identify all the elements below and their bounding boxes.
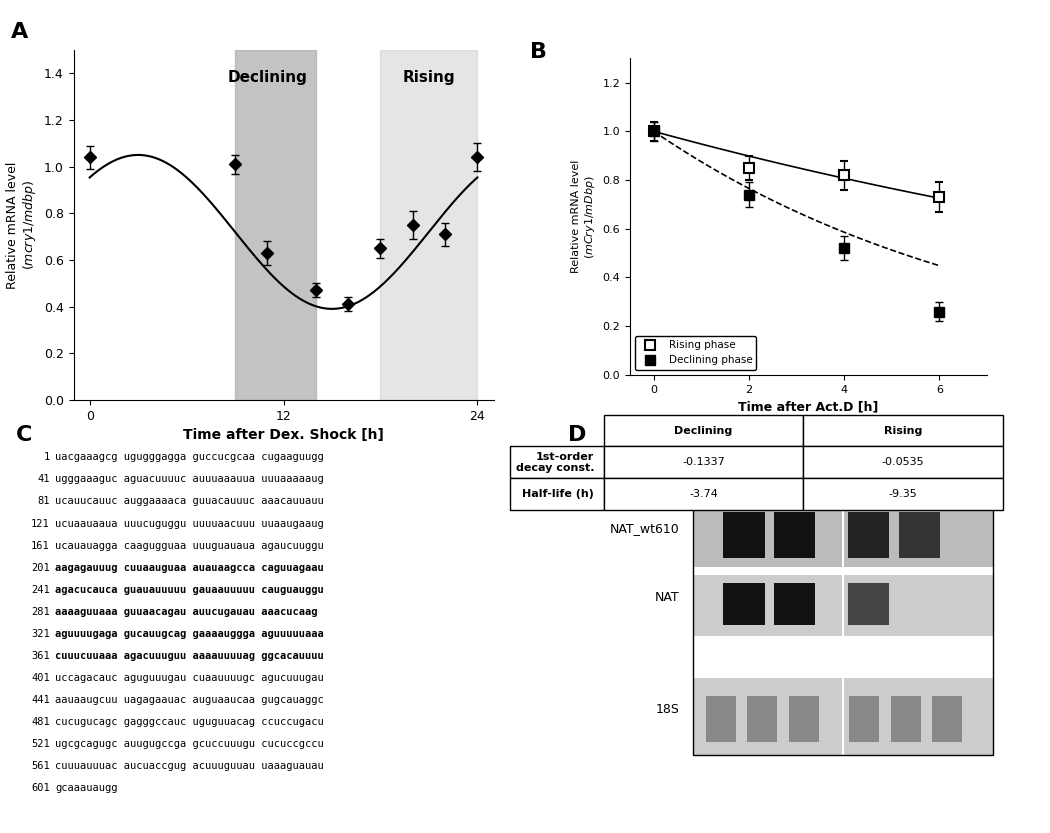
X-axis label: Time after Dex. Shock [h]: Time after Dex. Shock [h]: [183, 428, 384, 442]
Text: 321: 321: [32, 629, 50, 639]
Text: aagagauuug cuuaauguaa auauaagcca caguuagaau: aagagauuug cuuaauguaa auauaagcca caguuag…: [55, 562, 323, 572]
Text: cuuucuuaaa agacuuuguu aaaauuuuag ggcacauuuu: cuuucuuaaa agacuuuguu aaaauuuuag ggcacau…: [55, 651, 323, 661]
Bar: [789, 696, 819, 741]
Text: 241: 241: [32, 585, 50, 595]
Text: 401: 401: [32, 673, 50, 683]
Text: NAT: NAT: [654, 591, 679, 605]
Point: [837, 486, 849, 496]
Bar: [693, 502, 993, 567]
Text: agacucauca guauauuuuu gauaauuuuu cauguauggu: agacucauca guauauuuuu gauaauuuuu cauguau…: [55, 585, 323, 595]
Text: A: A: [10, 22, 27, 42]
Bar: [693, 575, 993, 636]
Bar: [706, 696, 736, 741]
Text: NAT_wt610: NAT_wt610: [609, 522, 679, 536]
Bar: [847, 511, 889, 558]
Text: aaaaguuaaa guuaacagau auucugauau aaacucaag: aaaaguuaaa guuaacagau auucugauau aaacuca…: [55, 606, 317, 616]
Text: C: C: [16, 426, 33, 446]
Legend: Rising phase, Declining phase: Rising phase, Declining phase: [635, 336, 756, 370]
Text: 18S: 18S: [655, 702, 679, 716]
Text: ucuaauaaua uuucuguggu uuuuaacuuu uuaaugaaug: ucuaauaaua uuucuguggu uuuuaacuuu uuaauga…: [55, 518, 323, 528]
Text: 361: 361: [32, 651, 50, 661]
Bar: [380, 50, 478, 400]
Text: 521: 521: [32, 739, 50, 749]
Text: gcaaauaugg: gcaaauaugg: [55, 783, 118, 793]
Text: ugggaaaguc aguacuuuuc auuuaaauua uuuaaaaaug: ugggaaaguc aguacuuuuc auuuaaauua uuuaaaa…: [55, 474, 323, 484]
Text: Rising: Rising: [402, 71, 456, 86]
Bar: [774, 582, 816, 625]
Text: Declining: Declining: [228, 71, 308, 86]
Text: uacgaaagcg ugugggagga guccucgcaa cugaaguugg: uacgaaagcg ugugggagga guccucgcaa cugaagu…: [55, 452, 323, 462]
X-axis label: Time after Act.D [h]: Time after Act.D [h]: [738, 400, 879, 413]
Y-axis label: Relative mRNA level
($\it{mcry1/mdbp}$): Relative mRNA level ($\it{mcry1/mdbp}$): [6, 162, 38, 288]
Text: 441: 441: [32, 695, 50, 705]
Bar: [890, 696, 921, 741]
Text: D: D: [568, 426, 587, 446]
Text: cucugucagc gagggccauc uguguuacag ccuccugacu: cucugucagc gagggccauc uguguuacag ccuccug…: [55, 717, 323, 727]
Y-axis label: Relative mRNA level
($\it{mCry1/mDbp}$): Relative mRNA level ($\it{mCry1/mDbp}$): [571, 160, 597, 273]
Bar: [774, 511, 816, 558]
Text: 561: 561: [32, 761, 50, 771]
Bar: [932, 696, 962, 741]
Text: ugcgcagugc auugugccga gcuccuuugu cucuccgccu: ugcgcagugc auugugccga gcuccuuugu cucuccg…: [55, 739, 323, 749]
Text: uccagacauc aguguuugau cuaauuuugc agucuuugau: uccagacauc aguguuugau cuaauuuugc agucuuu…: [55, 673, 323, 683]
Bar: [693, 678, 993, 755]
Bar: [235, 50, 316, 400]
Text: 481: 481: [32, 717, 50, 727]
Text: Act.D 0h: Act.D 0h: [741, 464, 801, 476]
Text: aguuuugaga gucauugcag gaaaauggga aguuuuuaaa: aguuuugaga gucauugcag gaaaauggga aguuuuu…: [55, 629, 323, 639]
Bar: [847, 582, 889, 625]
Bar: [748, 696, 777, 741]
Text: 81: 81: [38, 496, 50, 506]
Text: 121: 121: [32, 518, 50, 528]
Text: B: B: [530, 42, 547, 62]
Bar: [693, 491, 993, 755]
Text: 281: 281: [32, 606, 50, 616]
Text: Act.D 5h: Act.D 5h: [880, 464, 940, 476]
Text: 201: 201: [32, 562, 50, 572]
Bar: [848, 696, 879, 741]
Text: cuuuauuuac aucuaccgug acuuuguuau uaaaguauau: cuuuauuuac aucuaccgug acuuuguuau uaaagua…: [55, 761, 323, 771]
Text: 41: 41: [38, 474, 50, 484]
Bar: [899, 511, 940, 558]
Text: aauaaugcuu uagagaauac auguaaucaa gugcauaggc: aauaaugcuu uagagaauac auguaaucaa gugcaua…: [55, 695, 323, 705]
Text: 1: 1: [44, 452, 50, 462]
Text: ucauauagga caagugguaa uuuguauaua agaucuuggu: ucauauagga caagugguaa uuuguauaua agaucuu…: [55, 541, 323, 551]
Text: 601: 601: [32, 783, 50, 793]
Bar: [723, 582, 764, 625]
Text: ucauucauuc auggaaaaca guuacauuuc aaacauuauu: ucauucauuc auggaaaaca guuacauuuc aaacauu…: [55, 496, 323, 506]
Text: 161: 161: [32, 541, 50, 551]
Point: [837, 750, 849, 760]
Bar: [723, 511, 764, 558]
